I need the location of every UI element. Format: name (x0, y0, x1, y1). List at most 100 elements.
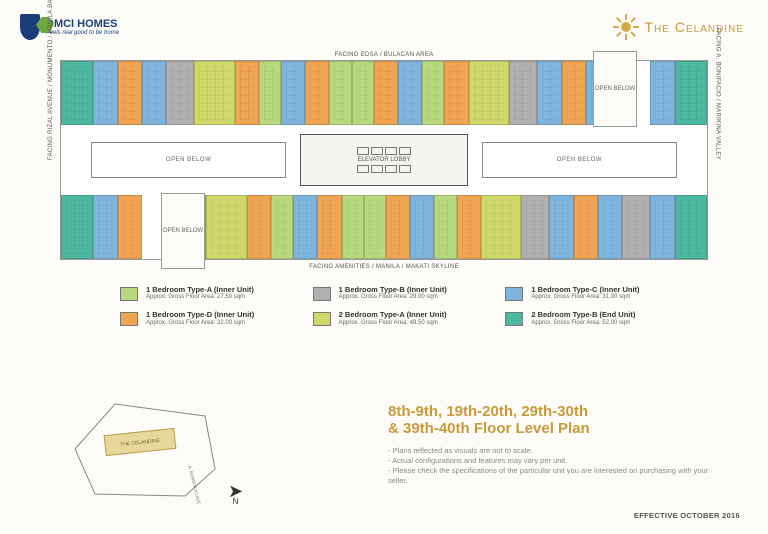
legend-swatch (505, 312, 523, 326)
legend-label: 2 Bedroom Type-B (End Unit) (531, 311, 635, 319)
plan-notes: Plans reflected as visuals are not to sc… (388, 446, 728, 487)
legend: 1 Bedroom Type-A (Inner Unit)Approx. Gro… (120, 286, 680, 327)
unit-A (329, 61, 351, 125)
unit-2A (481, 195, 521, 259)
unit-E (675, 195, 707, 259)
unit-C (281, 61, 305, 125)
unit-D (457, 195, 481, 259)
legend-label: 1 Bedroom Type-A (Inner Unit) (146, 286, 254, 294)
legend-swatch (120, 312, 138, 326)
unit-D (235, 61, 259, 125)
unit-B (166, 61, 194, 125)
unit-C (650, 195, 674, 259)
unit-A (422, 61, 444, 125)
orientation-bottom: FACING AMENITIES / MANILA / MAKATI SKYLI… (309, 264, 459, 270)
dmci-logo-mark (20, 14, 40, 40)
svg-text:A. BONIFACIO AVENUE: A. BONIFACIO AVENUE (187, 465, 204, 504)
plan-title-line2: & 39th-40th Floor Level Plan (388, 420, 590, 437)
dmci-logo: DMCI HOMES Feels real good to be home (20, 14, 119, 40)
unit-C (410, 195, 434, 259)
unit-B (509, 61, 537, 125)
orientation-right: FACING A. BONIFACIO / MARIKINA VALLEY (714, 28, 720, 160)
unit-C (549, 195, 573, 259)
unit-2A (206, 195, 246, 259)
legend-item-B: 1 Bedroom Type-B (Inner Unit)Approx. Gro… (313, 286, 488, 301)
orientation-left: FACING RIZAL AVENUE / MONUMENTO / MANILA… (48, 0, 54, 160)
site-map: THE CELANDINE A. BONIFACIO AVENUE (70, 394, 220, 504)
unit-D (374, 61, 398, 125)
unit-2A (194, 61, 234, 125)
legend-sub: Approx. Gross Floor Area: 27.50 sqm (146, 294, 254, 301)
legend-sub: Approx. Gross Floor Area: 31.00 sqm (531, 294, 639, 301)
unit-E (675, 61, 707, 125)
open-below-right: OPEN BELOW (482, 142, 677, 178)
plan-corridor: OPEN BELOW ELEVATOR LOBBY OPEN BELOW (61, 125, 707, 195)
unit-2A (469, 61, 509, 125)
unit-C (398, 61, 422, 125)
unit-A (352, 61, 374, 125)
unit-C (650, 61, 674, 125)
project-logo: The Celandine (615, 16, 744, 38)
compass-arrow-icon: ➤ (228, 486, 243, 497)
legend-sub: Approx. Gross Floor Area: 29.00 sqm (339, 294, 447, 301)
unit-C (93, 195, 117, 259)
plan-title-line1: 8th-9th, 19th-20th, 29th-30th (388, 403, 588, 420)
legend-item-E: 2 Bedroom Type-B (End Unit)Approx. Gross… (505, 311, 680, 326)
effective-date: EFFECTIVE OCTOBER 2016 (634, 511, 740, 520)
legend-label: 1 Bedroom Type-B (Inner Unit) (339, 286, 447, 294)
project-name: The Celandine (645, 19, 744, 35)
unit-D (118, 195, 142, 259)
unit-C (537, 61, 561, 125)
unit-A (271, 195, 293, 259)
legend-item-A: 1 Bedroom Type-A (Inner Unit)Approx. Gro… (120, 286, 295, 301)
unit-E (61, 61, 93, 125)
legend-swatch (120, 287, 138, 301)
orientation-top: FACING EDSA / BULACAN AREA (335, 52, 434, 58)
legend-label: 2 Bedroom Type-A (Inner Unit) (339, 311, 447, 319)
title-block: 8th-9th, 19th-20th, 29th-30th & 39th-40t… (388, 403, 728, 486)
unit-E (61, 195, 93, 259)
plan-row-bottom (61, 195, 707, 259)
open-below-left: OPEN BELOW (91, 142, 286, 178)
unit-C (598, 195, 622, 259)
floor-plan: OPEN BELOW ELEVATOR LOBBY OPEN BELOW OPE… (60, 60, 708, 260)
unit-D (317, 195, 341, 259)
plan-note: Please check the specifications of the p… (388, 466, 728, 486)
plan-note: Plans reflected as visuals are not to sc… (388, 446, 728, 456)
sun-icon (615, 16, 637, 38)
compass: ➤ N (228, 486, 243, 506)
legend-swatch (313, 287, 331, 301)
atrium-cutout-bottom: OPEN BELOW (161, 193, 205, 269)
unit-B (622, 195, 650, 259)
dmci-brand-text: DMCI HOMES (46, 19, 119, 30)
legend-sub: Approx. Gross Floor Area: 32.00 sqm (146, 320, 254, 327)
unit-B (521, 195, 549, 259)
dmci-tagline: Feels real good to be home (46, 30, 119, 36)
unit-D (562, 61, 586, 125)
unit-A (364, 195, 386, 259)
unit-C (93, 61, 117, 125)
legend-item-C: 1 Bedroom Type-C (Inner Unit)Approx. Gro… (505, 286, 680, 301)
legend-item-D: 1 Bedroom Type-D (Inner Unit)Approx. Gro… (120, 311, 295, 326)
legend-label: 1 Bedroom Type-D (Inner Unit) (146, 311, 254, 319)
unit-D (118, 61, 142, 125)
legend-sub: Approx. Gross Floor Area: 52.00 sqm (531, 320, 635, 327)
unit-A (342, 195, 364, 259)
elevator-lobby: ELEVATOR LOBBY (300, 134, 468, 186)
legend-swatch (313, 312, 331, 326)
unit-D (247, 195, 271, 259)
legend-swatch (505, 287, 523, 301)
unit-C (293, 195, 317, 259)
unit-D (305, 61, 329, 125)
legend-item-2A: 2 Bedroom Type-A (Inner Unit)Approx. Gro… (313, 311, 488, 326)
plan-note: Actual configurations and features may v… (388, 456, 728, 466)
unit-A (259, 61, 281, 125)
unit-D (444, 61, 468, 125)
unit-D (574, 195, 598, 259)
atrium-cutout-top: OPEN BELOW (593, 51, 637, 127)
unit-D (386, 195, 410, 259)
unit-C (142, 61, 166, 125)
legend-label: 1 Bedroom Type-C (Inner Unit) (531, 286, 639, 294)
unit-A (434, 195, 456, 259)
legend-sub: Approx. Gross Floor Area: 48.50 sqm (339, 320, 447, 327)
